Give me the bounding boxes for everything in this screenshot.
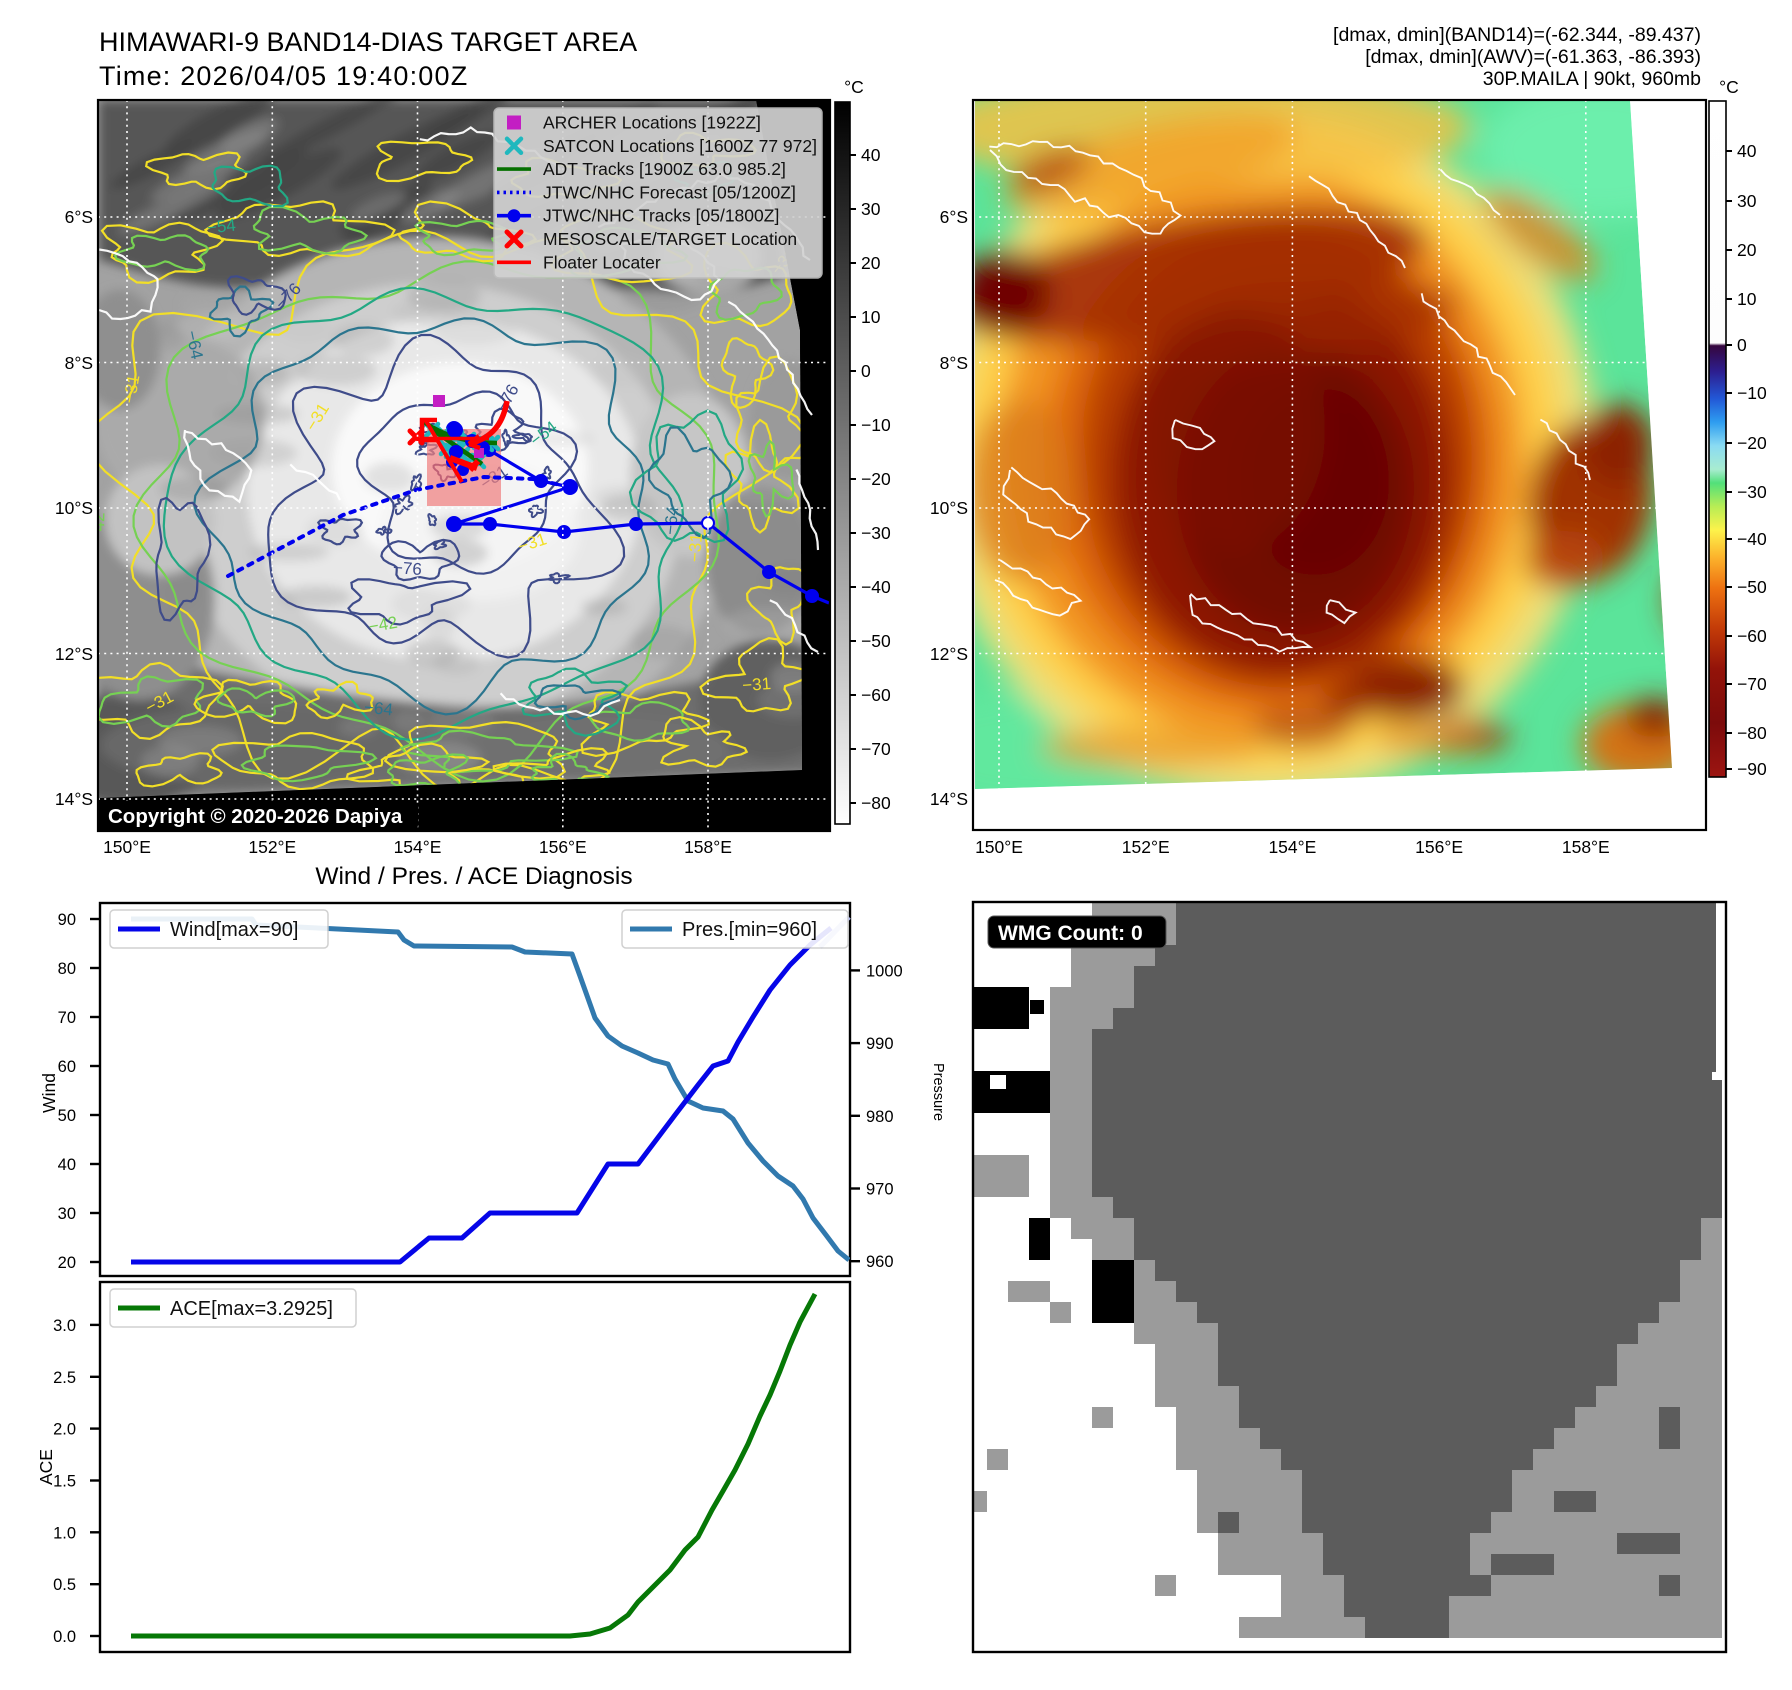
svg-text:HIMAWARI-9 BAND14-DIAS TARGET: HIMAWARI-9 BAND14-DIAS TARGET AREA xyxy=(99,27,637,57)
svg-text:−80: −80 xyxy=(861,793,891,813)
svg-text:1000: 1000 xyxy=(866,962,903,980)
svg-text:2.5: 2.5 xyxy=(53,1369,76,1387)
svg-text:6°S: 6°S xyxy=(940,207,968,227)
svg-text:10°S: 10°S xyxy=(55,498,93,518)
svg-text:Pressure: Pressure xyxy=(930,1063,946,1121)
svg-text:Pres.[min=960]: Pres.[min=960] xyxy=(682,919,817,941)
svg-text:[dmax, dmin](AWV)=(-61.363, -8: [dmax, dmin](AWV)=(-61.363, -86.393) xyxy=(1365,46,1701,68)
svg-text:158°E: 158°E xyxy=(684,837,732,857)
svg-text:Wind: Wind xyxy=(39,1073,59,1113)
svg-text:6°S: 6°S xyxy=(65,207,93,227)
svg-text:−31: −31 xyxy=(685,533,706,563)
svg-text:−31: −31 xyxy=(742,674,772,695)
svg-text:−70: −70 xyxy=(1737,674,1767,694)
svg-text:SATCON Locations [1600Z 77 972: SATCON Locations [1600Z 77 972] xyxy=(543,136,817,156)
svg-text:10: 10 xyxy=(861,307,881,327)
svg-text:−40: −40 xyxy=(1737,529,1767,549)
svg-text:3.0: 3.0 xyxy=(53,1317,76,1335)
svg-text:40: 40 xyxy=(58,1156,76,1174)
svg-text:8°S: 8°S xyxy=(65,353,93,373)
svg-text:−10: −10 xyxy=(861,415,891,435)
svg-text:20: 20 xyxy=(58,1254,76,1272)
svg-text:10: 10 xyxy=(1737,289,1757,309)
svg-text:50: 50 xyxy=(58,1107,76,1125)
svg-text:152°E: 152°E xyxy=(248,837,296,857)
svg-text:°C: °C xyxy=(844,77,864,97)
svg-text:Wind / Pres. / ACE Diagnosis: Wind / Pres. / ACE Diagnosis xyxy=(315,863,632,890)
svg-text:−76: −76 xyxy=(392,558,422,579)
svg-text:−90: −90 xyxy=(1737,759,1767,779)
svg-text:−20: −20 xyxy=(861,469,891,489)
svg-text:30: 30 xyxy=(861,199,881,219)
svg-text:ACE[max=3.2925]: ACE[max=3.2925] xyxy=(170,1298,333,1320)
svg-text:ACE: ACE xyxy=(36,1449,56,1485)
svg-text:−40: −40 xyxy=(861,577,891,597)
svg-text:14°S: 14°S xyxy=(930,789,968,809)
svg-text:−42: −42 xyxy=(367,613,399,637)
svg-text:154°E: 154°E xyxy=(394,837,442,857)
svg-text:80: 80 xyxy=(58,960,76,978)
svg-text:70: 70 xyxy=(58,1009,76,1027)
svg-text:60: 60 xyxy=(58,1058,76,1076)
svg-text:−50: −50 xyxy=(861,631,891,651)
svg-text:Floater Locater: Floater Locater xyxy=(543,252,661,272)
svg-text:JTWC/NHC Forecast [05/1200Z]: JTWC/NHC Forecast [05/1200Z] xyxy=(543,182,796,202)
svg-text:20: 20 xyxy=(1737,240,1757,260)
svg-text:Copyright © 2020-2026 Dapiya: Copyright © 2020-2026 Dapiya xyxy=(108,805,403,828)
svg-text:−70: −70 xyxy=(861,739,891,759)
svg-text:12°S: 12°S xyxy=(55,644,93,664)
svg-text:MESOSCALE/TARGET Location: MESOSCALE/TARGET Location xyxy=(543,229,797,249)
svg-text:−64: −64 xyxy=(363,698,394,720)
svg-text:2.0: 2.0 xyxy=(53,1421,76,1439)
svg-text:30: 30 xyxy=(58,1205,76,1223)
svg-text:10°S: 10°S xyxy=(930,498,968,518)
svg-text:40: 40 xyxy=(1737,141,1757,161)
svg-text:ADT Tracks [1900Z 63.0 985.2]: ADT Tracks [1900Z 63.0 985.2] xyxy=(543,159,786,179)
svg-text:990: 990 xyxy=(866,1035,894,1053)
svg-text:0.0: 0.0 xyxy=(53,1628,76,1646)
svg-text:[dmax, dmin](BAND14)=(-62.344,: [dmax, dmin](BAND14)=(-62.344, -89.437) xyxy=(1333,24,1701,46)
svg-text:8°S: 8°S xyxy=(940,353,968,373)
svg-text:960: 960 xyxy=(866,1253,894,1271)
svg-text:158°E: 158°E xyxy=(1562,837,1610,857)
svg-text:90: 90 xyxy=(58,911,76,929)
svg-text:−42: −42 xyxy=(89,512,109,541)
svg-text:1.0: 1.0 xyxy=(53,1524,76,1542)
svg-text:−50: −50 xyxy=(1737,577,1767,597)
svg-text:−80: −80 xyxy=(1737,723,1767,743)
svg-text:150°E: 150°E xyxy=(103,837,151,857)
svg-text:980: 980 xyxy=(866,1108,894,1126)
svg-text:−20: −20 xyxy=(1737,433,1767,453)
svg-text:°C: °C xyxy=(1719,77,1739,97)
svg-text:156°E: 156°E xyxy=(1415,837,1463,857)
svg-text:WMG Count: 0: WMG Count: 0 xyxy=(998,922,1143,945)
svg-text:−54: −54 xyxy=(206,216,237,238)
svg-text:40: 40 xyxy=(861,145,881,165)
svg-text:Time: 2026/04/05 19:40:00Z: Time: 2026/04/05 19:40:00Z xyxy=(99,61,468,91)
svg-text:−30: −30 xyxy=(861,523,891,543)
svg-text:0: 0 xyxy=(861,361,871,381)
svg-text:JTWC/NHC Tracks [05/1800Z]: JTWC/NHC Tracks [05/1800Z] xyxy=(543,206,779,226)
svg-text:Wind[max=90]: Wind[max=90] xyxy=(170,919,298,941)
svg-text:14°S: 14°S xyxy=(55,789,93,809)
svg-text:20: 20 xyxy=(861,253,881,273)
svg-text:ARCHER Locations [1922Z]: ARCHER Locations [1922Z] xyxy=(543,113,761,133)
svg-text:30: 30 xyxy=(1737,191,1757,211)
svg-text:−64: −64 xyxy=(661,505,683,536)
svg-text:156°E: 156°E xyxy=(539,837,587,857)
svg-text:1.5: 1.5 xyxy=(53,1473,76,1491)
svg-text:152°E: 152°E xyxy=(1122,837,1170,857)
svg-text:150°E: 150°E xyxy=(975,837,1023,857)
svg-text:0: 0 xyxy=(1737,335,1747,355)
svg-text:−30: −30 xyxy=(1737,482,1767,502)
svg-text:30P.MAILA | 90kt, 960mb: 30P.MAILA | 90kt, 960mb xyxy=(1483,68,1701,90)
svg-text:970: 970 xyxy=(866,1181,894,1199)
svg-text:−31: −31 xyxy=(120,373,144,405)
svg-text:0.5: 0.5 xyxy=(53,1576,76,1594)
svg-text:−60: −60 xyxy=(1737,626,1767,646)
svg-text:12°S: 12°S xyxy=(930,644,968,664)
svg-text:−10: −10 xyxy=(1737,383,1767,403)
svg-text:−60: −60 xyxy=(861,685,891,705)
svg-text:154°E: 154°E xyxy=(1268,837,1316,857)
